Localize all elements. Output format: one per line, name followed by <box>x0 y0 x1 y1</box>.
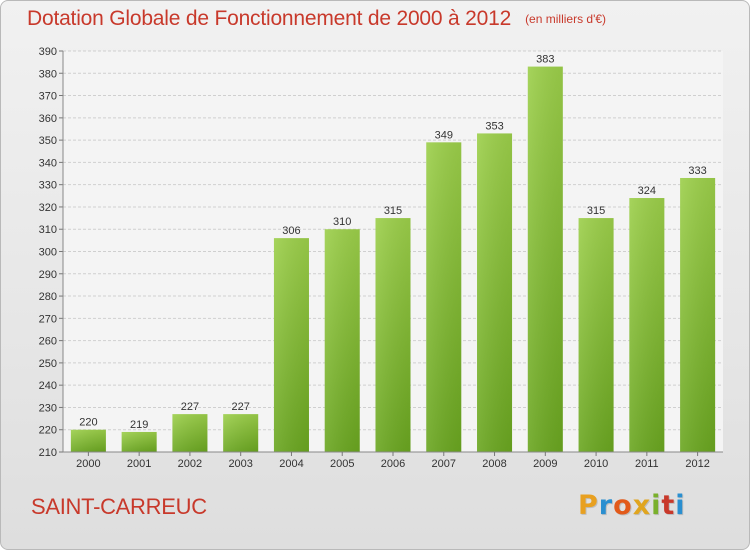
y-tick-label: 300 <box>39 247 57 259</box>
y-tick-label: 320 <box>39 202 57 214</box>
y-tick-label: 380 <box>39 68 57 80</box>
bar-value-label: 219 <box>130 419 148 431</box>
bar-shade <box>223 414 259 452</box>
chart-unit-label: (en milliers d'€) <box>525 12 607 26</box>
y-tick-label: 390 <box>39 46 57 58</box>
bar-value-label: 306 <box>282 225 300 237</box>
bar-shade <box>324 229 360 452</box>
x-tick-label: 2008 <box>482 458 506 470</box>
bar-value-label: 333 <box>688 165 706 177</box>
x-tick-label: 2010 <box>584 458 608 470</box>
y-tick-label: 230 <box>39 402 57 414</box>
data-labels: 220 219 227 227 306 310 315 349 353 383 315 324 333 <box>79 54 707 431</box>
y-tick-label: 210 <box>39 447 57 459</box>
y-tick-label: 330 <box>39 180 57 192</box>
y-tick-label: 310 <box>39 224 57 236</box>
chart-title: Dotation Globale de Fonctionnement de 20… <box>27 7 606 31</box>
x-tick-label: 2012 <box>685 458 709 470</box>
bar-shade <box>70 429 106 452</box>
logo-letter: i <box>651 490 662 521</box>
x-tick-label: 2003 <box>228 458 252 470</box>
y-tick-label: 260 <box>39 336 57 348</box>
logo-letter: r <box>598 490 614 521</box>
logo-letter: t <box>661 490 676 521</box>
x-tick-label: 2006 <box>381 458 405 470</box>
bar-value-label: 315 <box>384 205 402 217</box>
y-tick-label: 370 <box>39 91 57 103</box>
bar-shade <box>477 133 513 452</box>
y-tick-label: 340 <box>39 157 57 169</box>
bar-value-label: 227 <box>181 401 199 413</box>
x-tick-label: 2009 <box>533 458 557 470</box>
logo-letter: x <box>632 490 652 521</box>
bar-value-label: 315 <box>587 205 605 217</box>
y-tick-label: 270 <box>39 313 57 325</box>
y-tick-label: 240 <box>39 380 57 392</box>
proxiti-logo: Proxiti <box>578 490 686 521</box>
bar-value-label: 353 <box>485 120 503 132</box>
axes: 210 220 230 240 250 260 270 280 290 300 310 320 330 3… <box>39 46 723 470</box>
bar-shade <box>578 218 614 452</box>
bar-shade <box>273 238 309 452</box>
logo-letter: i <box>675 490 686 521</box>
y-tick-label: 360 <box>39 113 57 125</box>
y-tick-label: 250 <box>39 358 57 370</box>
bar-value-label: 349 <box>435 129 453 141</box>
bar-shade <box>680 177 716 452</box>
bar-value-label: 310 <box>333 216 351 228</box>
bars <box>70 66 716 453</box>
bar-shade <box>172 414 208 452</box>
bar-value-label: 383 <box>536 54 554 66</box>
y-tick-label: 350 <box>39 135 57 147</box>
bar-value-label: 324 <box>638 185 656 197</box>
y-tick-label: 290 <box>39 269 57 281</box>
y-tick-label: 280 <box>39 291 57 303</box>
x-tick-label: 2002 <box>178 458 202 470</box>
bar-shade <box>426 142 462 453</box>
chart-title-text: Dotation Globale de Fonctionnement de 20… <box>27 7 512 30</box>
logo-letter: o <box>613 490 633 521</box>
bar-shade <box>121 431 157 452</box>
x-tick-label: 2007 <box>432 458 456 470</box>
bar-value-label: 227 <box>232 401 250 413</box>
x-tick-label: 2001 <box>127 458 151 470</box>
city-name: SAINT-CARREUC <box>31 494 207 519</box>
x-tick-label: 2004 <box>279 458 303 470</box>
bar-shade <box>527 66 563 452</box>
logo-letter: P <box>578 490 599 521</box>
x-tick-label: 2005 <box>330 458 354 470</box>
bar-value-label: 220 <box>79 417 97 429</box>
bar-shade <box>375 218 411 452</box>
bar-shade <box>629 198 665 452</box>
y-tick-label: 220 <box>39 425 57 437</box>
x-tick-label: 2011 <box>635 458 659 470</box>
x-tick-label: 2000 <box>76 458 100 470</box>
